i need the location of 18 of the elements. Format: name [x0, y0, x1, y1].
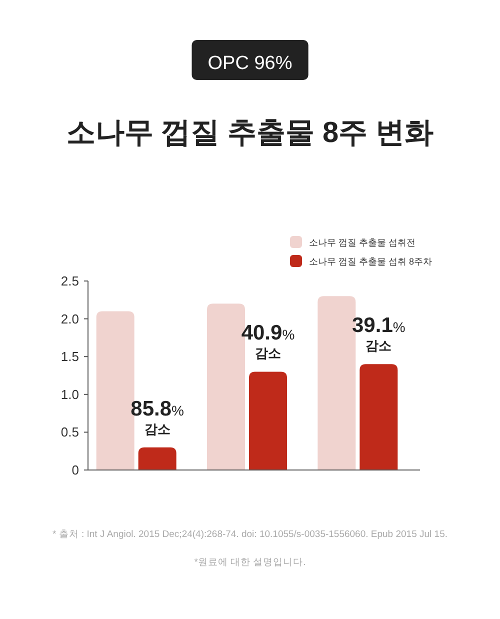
annotation: 감소 — [366, 338, 392, 354]
title: 소나무 껍질 추출물 8주 변화 — [66, 117, 434, 149]
legend-label: 소나무 껍질 추출물 섭취전 — [309, 238, 416, 248]
annotation: 85.8% — [130, 397, 184, 420]
ytick-label: 0 — [72, 462, 79, 478]
annotation: 40.9% — [241, 322, 295, 345]
ytick-label: 1.5 — [60, 349, 79, 364]
annotation: *원료에 대한 설명입니다. — [193, 556, 307, 570]
ytick-label: 2.0 — [60, 311, 79, 326]
annotation: * 출처 : Int J Angiol. 2015 Dec;24(4):268-74. doi: 10.1055/s-0035-1556060. Epub 2015 Jul 15. — [52, 528, 448, 542]
ytick-label: 0.5 — [60, 424, 79, 440]
legend-label: 소나무 껍질 추출물 섭취 8주차 — [309, 256, 432, 266]
annotation: 감소 — [255, 346, 281, 361]
subtitle: OPC 96% — [208, 53, 292, 74]
annotation: 39.1% — [352, 314, 406, 338]
ytick-label: 2.5 — [60, 274, 79, 288]
ytick-label: 1.0 — [60, 386, 79, 402]
annotation: 감소 — [144, 421, 170, 436]
